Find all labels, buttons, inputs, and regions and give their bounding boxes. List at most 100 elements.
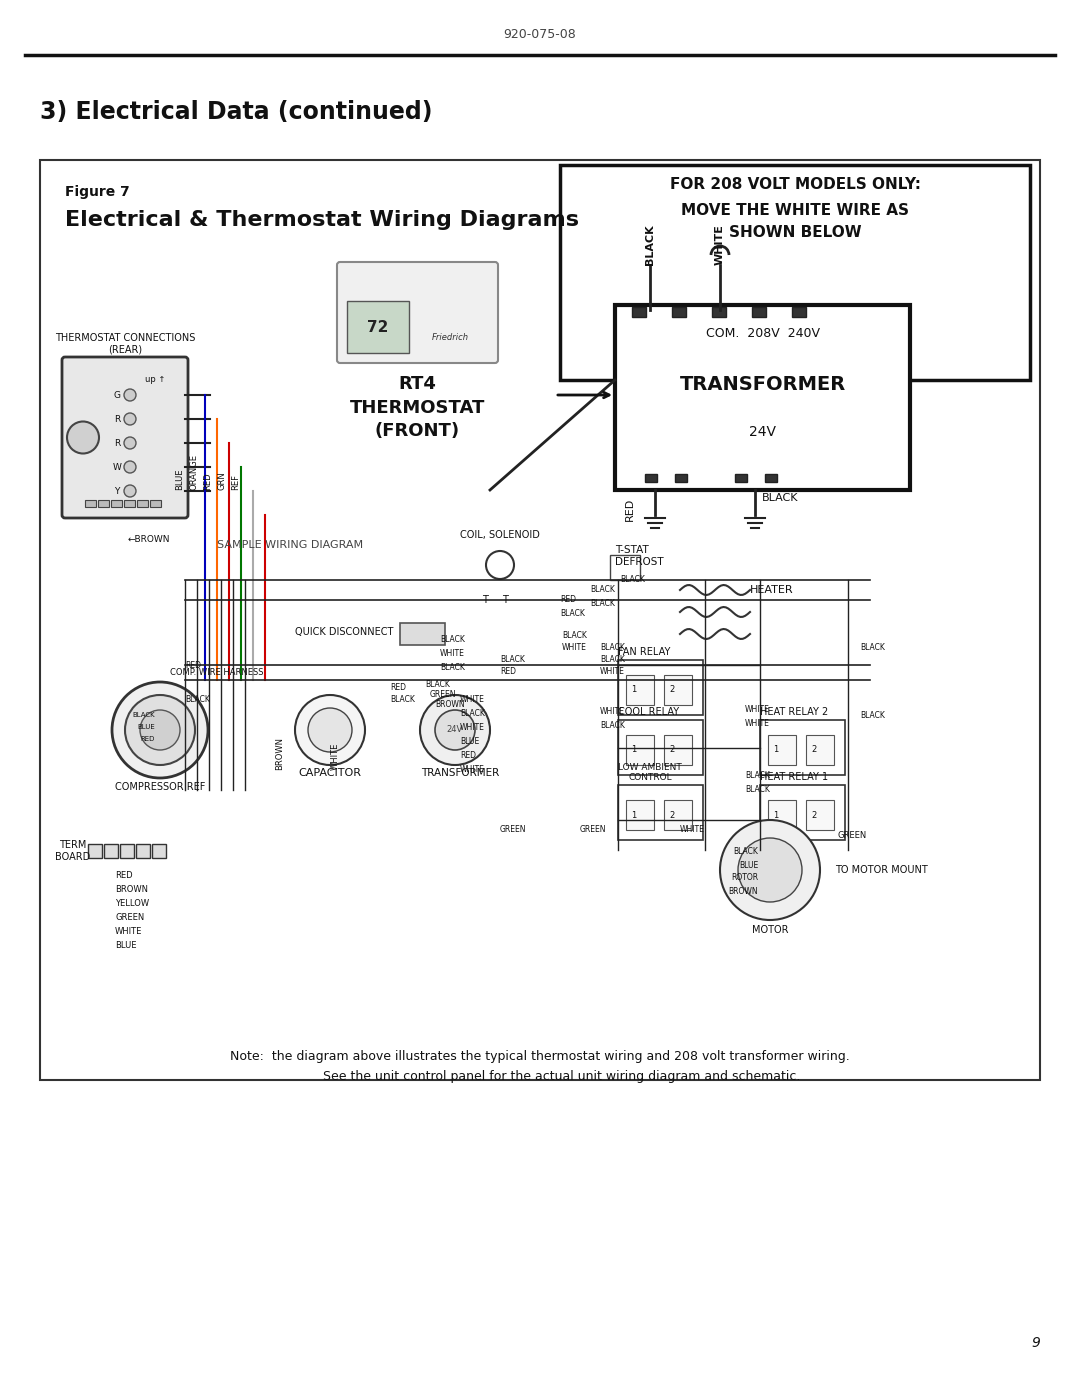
Text: BROWN: BROWN: [275, 738, 284, 770]
Circle shape: [125, 694, 195, 766]
Circle shape: [140, 710, 180, 750]
Bar: [735, 474, 747, 482]
Text: HEATER: HEATER: [750, 585, 794, 595]
Text: YELLOW: YELLOW: [114, 898, 149, 908]
Text: GREEN: GREEN: [500, 826, 527, 834]
Text: BLACK: BLACK: [561, 609, 585, 619]
FancyBboxPatch shape: [62, 358, 188, 518]
Text: WHITE: WHITE: [745, 719, 770, 728]
Text: ROTOR: ROTOR: [731, 873, 758, 883]
Text: RED: RED: [185, 661, 201, 669]
Bar: [626, 800, 654, 830]
Bar: [626, 735, 654, 766]
Text: BLACK: BLACK: [600, 655, 625, 665]
Text: WHITE: WHITE: [460, 724, 485, 732]
Text: Electrical & Thermostat Wiring Diagrams: Electrical & Thermostat Wiring Diagrams: [65, 210, 579, 231]
Bar: [664, 735, 692, 766]
Text: BLUE: BLUE: [739, 861, 758, 869]
FancyBboxPatch shape: [618, 719, 703, 775]
Bar: [632, 307, 646, 317]
Bar: [87, 844, 102, 858]
Text: BLACK: BLACK: [460, 710, 485, 718]
Text: COIL, SOLENOID: COIL, SOLENOID: [460, 529, 540, 541]
Text: RED: RED: [203, 472, 213, 490]
Text: TO MOTOR MOUNT: TO MOTOR MOUNT: [835, 865, 928, 875]
Text: GREEN: GREEN: [580, 826, 607, 834]
Text: 24V: 24V: [750, 425, 777, 439]
Circle shape: [295, 694, 365, 766]
Text: BLACK: BLACK: [185, 696, 210, 704]
Text: BLACK: BLACK: [600, 644, 625, 652]
Bar: [98, 500, 109, 507]
Text: SAMPLE WIRING DIAGRAM: SAMPLE WIRING DIAGRAM: [217, 541, 363, 550]
Text: BLACK: BLACK: [600, 721, 625, 731]
Text: 920-075-08: 920-075-08: [503, 28, 577, 42]
Text: WHITE: WHITE: [460, 766, 485, 774]
Bar: [806, 800, 834, 830]
Text: BLUE: BLUE: [460, 738, 480, 746]
Text: Figure 7: Figure 7: [65, 184, 130, 198]
Text: 2: 2: [811, 810, 816, 820]
Text: 2: 2: [811, 746, 816, 754]
Bar: [124, 500, 135, 507]
FancyBboxPatch shape: [347, 300, 409, 353]
Circle shape: [486, 550, 514, 578]
Text: BLACK: BLACK: [860, 711, 885, 719]
Circle shape: [67, 422, 99, 454]
Text: WHITE: WHITE: [114, 926, 143, 936]
FancyBboxPatch shape: [337, 263, 498, 363]
Text: BLACK: BLACK: [733, 848, 758, 856]
Text: RED: RED: [500, 668, 516, 676]
Circle shape: [738, 838, 802, 902]
Bar: [136, 844, 150, 858]
Bar: [792, 307, 806, 317]
Text: T: T: [482, 595, 488, 605]
Text: BLACK: BLACK: [440, 636, 464, 644]
Text: BLACK: BLACK: [500, 655, 525, 665]
Text: Friedrich: Friedrich: [432, 334, 469, 342]
Text: TRANSFORMER: TRANSFORMER: [679, 374, 846, 394]
Text: 2: 2: [670, 686, 675, 694]
Text: 1: 1: [632, 746, 636, 754]
Text: 1: 1: [632, 686, 636, 694]
Text: COOL RELAY: COOL RELAY: [618, 707, 679, 717]
Text: W: W: [112, 462, 121, 472]
Bar: [150, 500, 161, 507]
Text: WHITE: WHITE: [562, 644, 586, 652]
Bar: [712, 307, 726, 317]
Text: BLACK: BLACK: [440, 664, 464, 672]
Text: BLACK: BLACK: [590, 585, 615, 595]
Bar: [675, 474, 687, 482]
Text: RED: RED: [561, 595, 576, 605]
Text: RT4
THERMOSTAT
(FRONT): RT4 THERMOSTAT (FRONT): [350, 374, 485, 440]
Bar: [672, 307, 686, 317]
Circle shape: [124, 437, 136, 448]
Text: RED: RED: [460, 752, 476, 760]
Bar: [85, 500, 96, 507]
Text: RED: RED: [625, 497, 635, 521]
Circle shape: [124, 461, 136, 474]
Bar: [765, 474, 777, 482]
Text: GREEN: GREEN: [838, 830, 867, 840]
Text: 1: 1: [632, 810, 636, 820]
Bar: [152, 844, 166, 858]
Text: RED: RED: [114, 870, 133, 880]
Text: WHITE: WHITE: [745, 705, 770, 714]
Text: R: R: [113, 415, 120, 423]
Text: BLACK: BLACK: [745, 785, 770, 793]
Bar: [645, 474, 657, 482]
Text: 2: 2: [670, 746, 675, 754]
Bar: [768, 735, 796, 766]
Circle shape: [124, 414, 136, 425]
Text: REF: REF: [231, 474, 241, 490]
Bar: [664, 675, 692, 705]
FancyBboxPatch shape: [40, 161, 1040, 1080]
FancyBboxPatch shape: [610, 555, 640, 580]
Text: RED: RED: [140, 736, 156, 742]
FancyBboxPatch shape: [400, 623, 445, 645]
Text: FAN RELAY: FAN RELAY: [618, 647, 671, 657]
Text: RED: RED: [390, 683, 406, 693]
Text: BLACK: BLACK: [860, 644, 885, 652]
Text: WHITE: WHITE: [680, 826, 705, 834]
Text: T: T: [502, 595, 508, 605]
